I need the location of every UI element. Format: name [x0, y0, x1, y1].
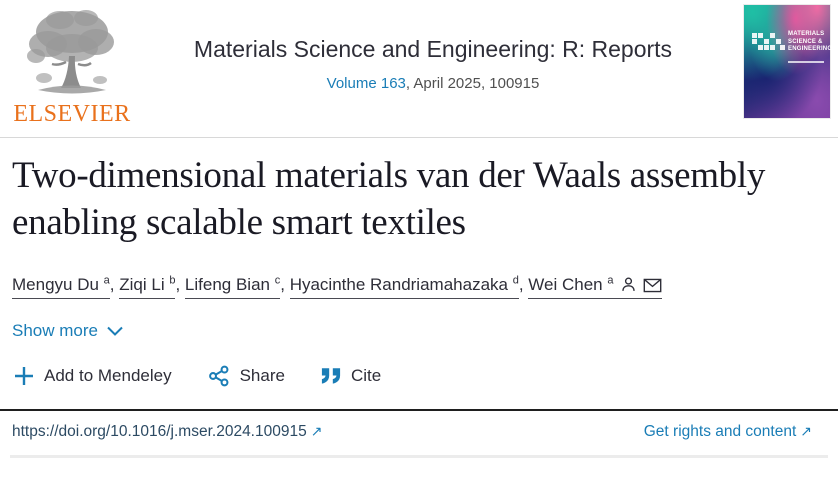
author-name: Hyacinthe Randriamahazaka: [289, 274, 508, 294]
show-more-button[interactable]: Show more: [12, 321, 123, 341]
dark-divider: [0, 408, 838, 411]
cover-journal-title: MATERIALS SCIENCE & ENGINEERING:R: [788, 31, 838, 52]
elsevier-tree-icon: [27, 10, 114, 94]
cover-subline: [788, 61, 824, 63]
journal-info: Materials Science and Engineering: R: Re…: [132, 36, 734, 92]
author-affiliation-sup: a: [607, 274, 614, 287]
author-link[interactable]: Ziqi Li b: [119, 274, 176, 299]
issue-info: , April 2025, 100915: [405, 74, 540, 92]
journal-header: ELSEVIER Materials Science and Engineeri…: [0, 0, 838, 138]
volume-link[interactable]: Volume 163: [326, 74, 406, 92]
author-name: Mengyu Du: [12, 274, 99, 294]
author-name: Ziqi Li: [119, 274, 165, 294]
author-affiliation-sup: b: [169, 274, 176, 287]
author-affiliation-sup: d: [512, 274, 519, 287]
doi-link[interactable]: https://doi.org/10.1016/j.mser.2024.1009…: [12, 423, 322, 441]
journal-cover-thumbnail[interactable]: MATERIALS SCIENCE & ENGINEERING:R: [744, 5, 838, 118]
plus-icon: [15, 366, 33, 385]
action-bar: Add to Mendeley Share Cite: [14, 365, 838, 387]
author-name: Wei Chen: [528, 274, 603, 294]
cite-label: Cite: [350, 365, 382, 385]
show-more-label: Show more: [12, 320, 98, 340]
journal-title-link[interactable]: Materials Science and Engineering: R: Re…: [193, 36, 673, 62]
author-link[interactable]: Mengyu Du a: [12, 274, 110, 299]
get-rights-link[interactable]: Get rights and content ↗: [644, 423, 812, 441]
external-link-icon: ↗: [800, 422, 812, 439]
rights-text: Get rights and content: [643, 422, 797, 440]
author-link[interactable]: Lifeng Bian c: [184, 274, 281, 299]
external-link-icon: ↗: [310, 422, 323, 439]
elsevier-wordmark: ELSEVIER: [13, 101, 131, 127]
cite-quote-icon: [321, 368, 341, 384]
envelope-icon: [643, 278, 661, 292]
bottom-divider: [10, 454, 828, 458]
author-affiliation-sup: c: [274, 274, 281, 287]
article-title: Two-dimensional materials van der Waals …: [12, 155, 766, 244]
author-separator: ,: [280, 274, 290, 294]
volume-issue-line: Volume 163, April 2025, 100915: [132, 75, 734, 92]
author-separator: ,: [109, 274, 120, 294]
cite-button[interactable]: Cite: [321, 366, 381, 386]
elsevier-logo[interactable]: ELSEVIER: [12, 4, 132, 126]
author-separator: ,: [518, 274, 529, 294]
author-affiliation-sup: a: [103, 274, 110, 287]
chevron-down-icon: [107, 326, 123, 336]
doi-text: https://doi.org/10.1016/j.mser.2024.1009…: [12, 422, 307, 440]
author-separator: ,: [175, 274, 185, 294]
share-icon: [208, 365, 229, 387]
author-name: Lifeng Bian: [184, 274, 270, 294]
add-to-mendeley-button[interactable]: Add to Mendeley: [14, 366, 172, 386]
share-button[interactable]: Share: [208, 365, 285, 387]
author-list: Mengyu Du a, Ziqi Li b, Lifeng Bian c, H…: [0, 247, 838, 299]
doi-row: https://doi.org/10.1016/j.mser.2024.1009…: [0, 411, 838, 441]
add-to-mendeley-label: Add to Mendeley: [44, 365, 172, 385]
person-icon: [621, 277, 635, 291]
cover-decoration-blocks: [752, 33, 757, 38]
author-link-corresponding[interactable]: Wei Chen a: [528, 274, 662, 299]
share-label: Share: [239, 365, 285, 385]
article-section: Two-dimensional materials van der Waals …: [0, 138, 838, 458]
author-link[interactable]: Hyacinthe Randriamahazaka d: [289, 274, 519, 299]
